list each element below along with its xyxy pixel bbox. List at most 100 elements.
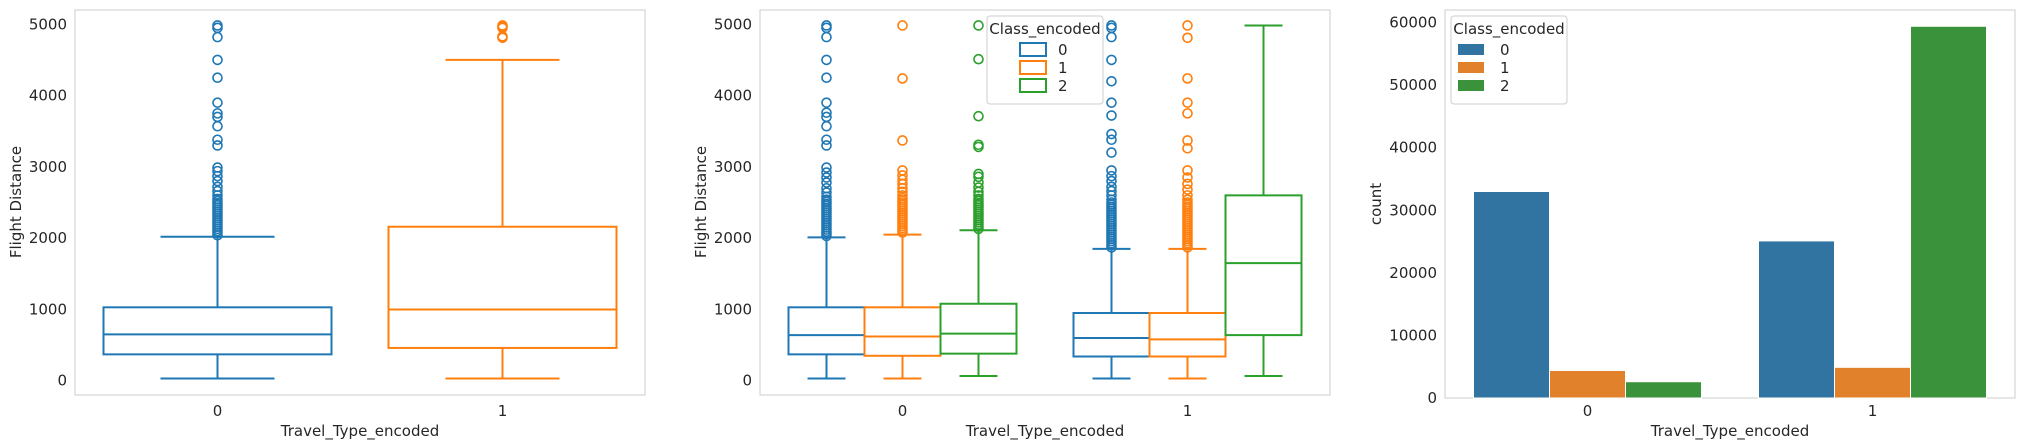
panel-2-box-0-1-outlier-22 <box>897 170 908 181</box>
panel-1-box-0-outlier-33 <box>212 31 223 43</box>
panel-2-box-1-1-outlier-33 <box>1182 32 1193 44</box>
panel-2-legend-label-0: 0 <box>1058 41 1068 59</box>
panel-2-box-0-2-outlier-14 <box>973 193 984 205</box>
panel-2-box-0-1-outlier-17 <box>897 190 908 201</box>
panel-2-box-1-1-outlier-22 <box>1182 194 1193 205</box>
panel-2-box-1-0-box <box>1072 312 1151 358</box>
panel-2-box-1-1-outlier-28 <box>1182 143 1193 154</box>
panel-2-y-tick-label-1: 1000 <box>714 300 752 318</box>
panel-2-box-0-1-outlier-18 <box>897 186 908 198</box>
panel-1-x-tick-label-0: 0 <box>213 402 223 420</box>
panel-1-box-0-outlier-27 <box>212 120 223 132</box>
panel-2-box-1-0-outlier-32 <box>1106 110 1117 121</box>
panel-2-box-0-2-outlier-17 <box>973 182 984 193</box>
panel-2-box-0-0-outlier-31 <box>821 72 832 84</box>
panel-2-legend-label-2: 2 <box>1058 77 1068 95</box>
panel-2-x-axis-label: Travel_Type_encoded <box>965 422 1124 441</box>
panel-2-box-1-1-outlier-31 <box>1182 97 1193 108</box>
panel-2-box-0-0-outlier-35 <box>821 20 832 31</box>
panel-1-box-1-outlier-4 <box>497 20 508 31</box>
panel-3-bar-0-2 <box>1625 381 1702 399</box>
panel-2-box-1-1-box <box>1148 312 1227 358</box>
panel-1-box-0-outlier-28 <box>212 111 223 123</box>
panel-2-box-0-1-box <box>863 306 942 357</box>
panel-3-x-tick-label-1: 1 <box>1868 402 1878 420</box>
panel-2-box-1-0-outlier-31 <box>1106 128 1117 140</box>
panel-2-box-1-0-outlier-34 <box>1106 75 1117 87</box>
panel-2-box-1-1-outlier-29 <box>1182 135 1193 146</box>
panel-1-x-tick-label-1: 1 <box>498 402 508 420</box>
panel-2-box-1-0-outlier-29 <box>1106 147 1117 158</box>
panel-2-box-1-0-outlier-27 <box>1106 170 1117 182</box>
panel-2-box-1-0-outlier-24 <box>1106 185 1117 197</box>
panel-2-box-1-0-outlier-28 <box>1106 165 1117 176</box>
panel-2-box-0-1-outlier-25 <box>897 73 908 84</box>
panel-2-box-1-0-outlier-35 <box>1106 54 1117 66</box>
panel-2-legend-label-1: 1 <box>1058 59 1068 77</box>
panel-2-box-1-0-outlier-26 <box>1106 175 1117 187</box>
panel-1-box-0-outlier-25 <box>212 140 223 151</box>
panel-1-y-tick-label-5: 5000 <box>29 15 67 33</box>
panel-1-box-0-outlier-29 <box>212 108 223 119</box>
panel-3-legend-label-1: 1 <box>1500 59 1510 77</box>
panel-3-bar-1-0 <box>1758 240 1835 399</box>
panel-3-y-tick-label-6: 60000 <box>1389 14 1437 32</box>
panel-1-box-0-outlier-24 <box>212 162 223 173</box>
panel-2-box-0-0-outlier-26 <box>821 134 832 146</box>
panel-2-y-tick-label-0: 0 <box>742 372 752 390</box>
panel-3-frame <box>1444 9 2016 399</box>
panel-2-box-1-0-outlier-21 <box>1106 197 1117 208</box>
panel-2-box-0-1-outlier-24 <box>897 135 908 146</box>
panel-2-box-1-1-outlier-34 <box>1182 20 1193 31</box>
panel-1-y-tick-label-4: 4000 <box>29 87 67 105</box>
panel-2-y-tick-label-5: 5000 <box>714 15 752 33</box>
panel-2-y-tick-label-4: 4000 <box>714 87 752 105</box>
panel-1-y-tick-label-1: 1000 <box>29 300 67 318</box>
panel-3-legend: Class_encoded 012 <box>1450 15 1568 105</box>
panel-2-box-1-0-outlier-25 <box>1106 181 1117 193</box>
panel-1-frame <box>74 9 646 396</box>
panel-1-box-0-outlier-32 <box>212 54 223 66</box>
panel-3-legend-swatch-0 <box>1458 44 1484 55</box>
panel-2-x-tick-label-0: 0 <box>898 402 908 420</box>
panel-2-box-0-2-outlier-20 <box>973 168 984 180</box>
panel-2-y-tick-label-2: 2000 <box>714 229 752 247</box>
panel-3-legend-items: 012 <box>1458 41 1510 95</box>
panel-3-y-tick-label-4: 40000 <box>1389 139 1437 157</box>
panel-3-y-ticks: 0 10000 20000 30000 40000 50000 60000 <box>1389 14 1437 407</box>
panel-1-marks <box>102 20 618 380</box>
panel-2-x-tick-label-1: 1 <box>1183 402 1193 420</box>
panel-2-y-ticks: 0 1000 2000 3000 4000 5000 <box>714 15 752 389</box>
panel-1-box-1-box <box>387 225 618 349</box>
panel-3-marks <box>1473 25 1987 399</box>
panel-2-box-1-0-outlier-36 <box>1106 31 1117 43</box>
panel-2-box-1-1-outlier-32 <box>1182 73 1193 84</box>
panel-2-box-1-1-outlier-25 <box>1182 178 1193 190</box>
panel-2-box-0-0-box <box>787 306 866 356</box>
panel-2-box-0-0-outlier-25 <box>821 140 832 151</box>
panel-1-box-0-outlier-31 <box>212 72 223 84</box>
panel-3-bar-0-0 <box>1473 190 1550 399</box>
panel-2-box-0-2-outlier-19 <box>973 171 984 183</box>
panel-2-box-1-0-outlier-33 <box>1106 97 1117 108</box>
panel-2-box-0-0-outlier-21 <box>821 177 832 188</box>
panel-2-box-0-2-outlier-24 <box>973 53 984 65</box>
panel-2-y-tick-label-3: 3000 <box>714 158 752 176</box>
panel-1-y-axis-label: Flight Distance <box>7 146 25 258</box>
panel-3-y-tick-label-5: 50000 <box>1389 76 1437 94</box>
panel-1-box-0-outlier-30 <box>212 97 223 108</box>
panel-2-legend-swatch-1 <box>1019 60 1047 75</box>
panel-2-y-axis-label: Flight Distance <box>692 146 710 258</box>
panel-2-box-0-0-outlier-28 <box>821 111 832 123</box>
panel-3-y-tick-label-3: 30000 <box>1389 201 1437 219</box>
panel-2-box-0-0-outlier-27 <box>821 120 832 132</box>
panel-3-legend-label-2: 2 <box>1500 77 1510 95</box>
panel-2-box-1-1-outlier-27 <box>1182 165 1193 176</box>
panel-2-box-1-1-outlier-26 <box>1182 172 1193 183</box>
panel-2-box-0-1-outlier-26 <box>897 20 908 31</box>
panel-3-legend-swatch-2 <box>1458 80 1484 91</box>
panel-1-y-tick-label-3: 3000 <box>29 158 67 176</box>
